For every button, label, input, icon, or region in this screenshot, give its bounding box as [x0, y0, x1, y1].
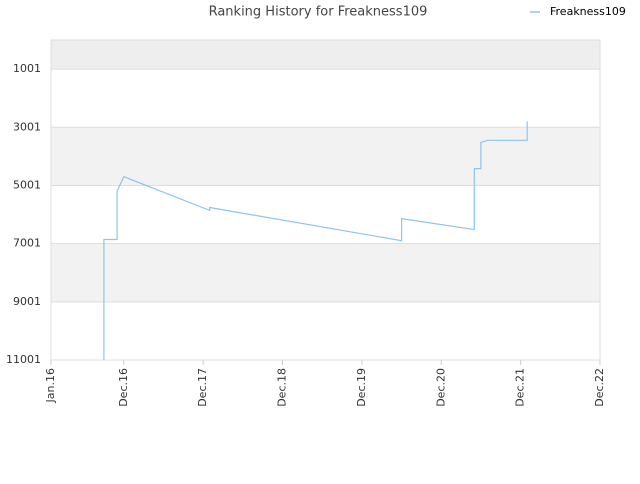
- y-tick-label: 9001: [13, 295, 41, 308]
- x-tick-label: Dec.21: [514, 368, 527, 407]
- band: [51, 301, 600, 360]
- x-tick-label: Dec.17: [196, 368, 209, 407]
- y-tick-label: 5001: [13, 178, 41, 191]
- band: [51, 127, 600, 186]
- band: [51, 40, 600, 70]
- band: [51, 69, 600, 128]
- x-tick-label: Dec.18: [276, 368, 289, 407]
- chart-title: Ranking History for Freakness109: [209, 5, 428, 20]
- y-tick-label: 3001: [13, 120, 41, 133]
- line: [103, 121, 528, 360]
- x-tick-label: Dec.20: [434, 368, 447, 407]
- x-tick-label: Dec.16: [117, 368, 130, 407]
- y-tick-label: 1001: [13, 62, 41, 75]
- y-tick-label: 7001: [13, 237, 41, 250]
- x-tick-label: Jan.16: [44, 368, 57, 403]
- band: [51, 243, 600, 302]
- x-tick-label: Dec.19: [355, 368, 368, 407]
- legend-label: Freakness109: [550, 5, 626, 18]
- x-tick-label: Dec.22: [593, 368, 606, 407]
- y-tick-label: 11001: [6, 353, 41, 366]
- band: [51, 185, 600, 244]
